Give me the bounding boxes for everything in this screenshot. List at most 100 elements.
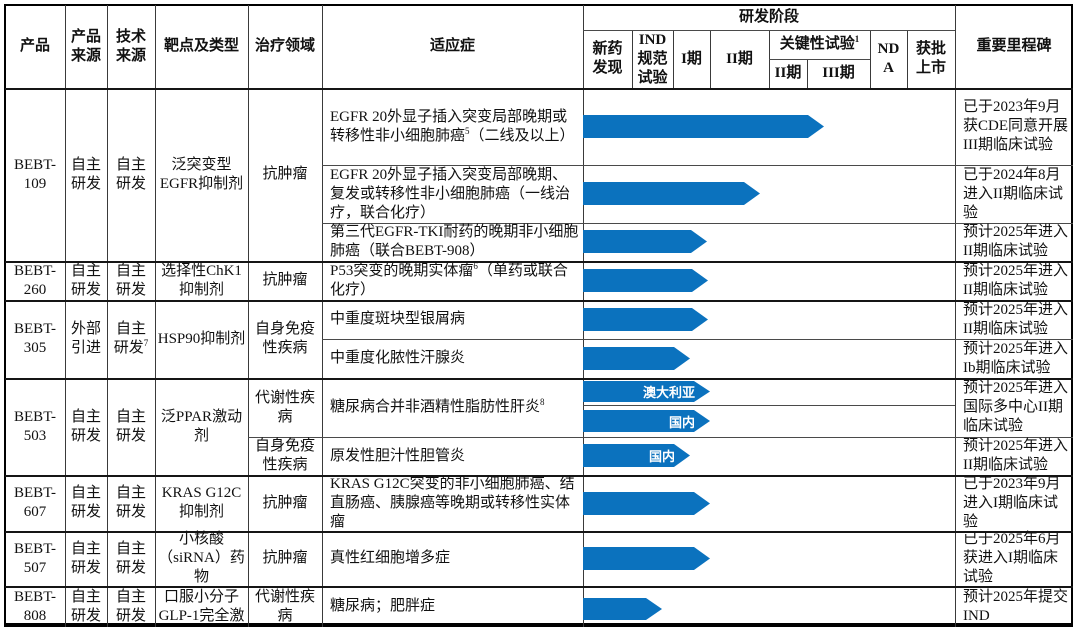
- stage-arrow: [583, 492, 710, 515]
- grid-vline: [322, 5, 323, 627]
- indication-cell: 第三代EGFR-TKI耐药的晚期非小细胞肺癌（联合BEBT-908）: [330, 224, 579, 259]
- therapy-area-cell: 抗肿瘤: [262, 272, 308, 288]
- product-name: BEBT-503: [14, 408, 56, 444]
- therapy-area-cell: 自身免疫性疾病: [254, 321, 315, 356]
- grid-vline-header: [870, 30, 871, 88]
- target-type-cell: HSP90抑制剂: [157, 330, 246, 347]
- product-name: BEBT-507: [14, 540, 56, 576]
- grid-hline-subrow: [322, 339, 1073, 340]
- footnote-sup: 8: [540, 397, 545, 407]
- grid-hline-header: [769, 59, 870, 60]
- product-source-cell: 自主研发: [70, 262, 101, 298]
- footnote-sup: 5: [465, 125, 470, 136]
- arrow-region-label: 国内: [668, 414, 695, 430]
- grid-vline: [248, 5, 249, 627]
- stage-arrow: 澳大利亚: [583, 381, 710, 402]
- tech-source-cell: 自主研发7: [113, 321, 149, 356]
- stage-header-pivotal-phase2: II期: [774, 65, 802, 81]
- col-header-product-source: 产品来源: [70, 28, 101, 64]
- product-source-cell: 自主研发: [70, 485, 101, 520]
- stage-header-phase1: I期: [681, 50, 702, 67]
- tech-source-cell: 自主研发: [115, 408, 146, 444]
- stage-header-phase2: II期: [726, 50, 753, 67]
- stage-arrow: [583, 547, 710, 570]
- therapy-area-cell: 自身免疫性疾病: [254, 438, 315, 473]
- footnote-sup: 1: [854, 34, 860, 44]
- stage-arrow: [583, 182, 760, 205]
- stage-header-ind-study: IND规范试验: [637, 31, 668, 86]
- milestone-cell: 已于2023年9月获CDE同意开展III期临床试验: [963, 99, 1069, 153]
- arrow-region-label: 澳大利亚: [642, 385, 695, 400]
- col-header-indication: 适应症: [429, 38, 475, 54]
- tech-source-cell: 自主研发: [115, 262, 146, 298]
- indication-cell: 中重度斑块型银屑病: [330, 311, 466, 327]
- grid-hline-group: [5, 531, 1073, 533]
- product-name: BEBT-305: [14, 321, 56, 356]
- therapy-area-cell: 代谢性疾病: [254, 588, 315, 624]
- stage-arrow: [583, 230, 707, 253]
- footnote-sup: 7: [143, 338, 149, 348]
- grid-hline-group: [5, 586, 1073, 588]
- product-source-cell: 自主研发: [70, 408, 101, 444]
- tech-source-cell: 自主研发: [115, 540, 146, 576]
- col-header-stage-group: 研发阶段: [738, 9, 799, 25]
- indication-cell: 真性红细胞增多症: [330, 550, 451, 566]
- indication-cell: P53突变的晚期实体瘤6（单药或联合化疗）: [330, 260, 568, 298]
- stage-arrow: 国内: [583, 444, 690, 467]
- indication-cell: EGFR 20外显子插入突变局部晚期或转移性非小细胞肺癌5（二线及以上）: [330, 108, 575, 144]
- grid-hline-group: [5, 88, 1073, 90]
- stage-header-nda: NDA: [877, 41, 900, 76]
- milestone-cell: 预计2025年进入国际多中心II期临床试验: [963, 380, 1069, 434]
- col-header-milestone: 重要里程碑: [976, 38, 1052, 54]
- grid-vline: [107, 5, 108, 627]
- target-type-cell: 小核酸（siRNA）药物: [158, 531, 245, 585]
- milestone-cell: 已于2023年9月进入I期临床试验: [963, 475, 1061, 530]
- grid-hline-group: [5, 475, 1073, 477]
- milestone-cell: 已于2025年6月获进入I期临床试验: [963, 531, 1061, 585]
- milestone-cell: 已于2024年8月进入II期临床试验: [963, 166, 1063, 221]
- col-header-product: 产品: [19, 38, 50, 54]
- col-header-therapy-area: 治疗领域: [254, 38, 315, 54]
- grid-vline-header: [907, 30, 908, 88]
- indication-cell: 糖尿病合并非酒精性脂肪性肝炎8: [330, 397, 545, 416]
- footnote-sup: 6: [473, 260, 478, 271]
- stage-header-approved: 获批上市: [915, 41, 946, 76]
- product-name: BEBT-607: [14, 485, 56, 520]
- product-source-cell: 外部引进: [70, 321, 101, 356]
- indication-cell: 中重度化脓性汗腺炎: [330, 350, 466, 366]
- col-header-tech-source: 技术来源: [115, 28, 146, 64]
- grid-hline-header: [583, 30, 955, 31]
- grid-hline-chart: [583, 405, 955, 406]
- milestone-cell: 预计2025年进入Ib期临床试验: [963, 340, 1069, 376]
- stage-header-discovery: 新药发现: [592, 41, 623, 76]
- grid-vline-header: [632, 30, 633, 88]
- grid-vline-header: [710, 30, 711, 88]
- milestone-cell: 预计2025年进入II期临床试验: [963, 438, 1069, 473]
- target-type-cell: 口服小分子GLP-1完全激: [158, 588, 245, 624]
- target-type-cell: 选择性ChK1抑制剂: [161, 262, 242, 298]
- target-type-cell: KRAS G12C抑制剂: [161, 485, 242, 520]
- milestone-cell: 预计2025年进入II期临床试验: [963, 262, 1069, 298]
- indication-cell: KRAS G12C突变的非小细胞肺癌、结直肠癌、胰腺癌等晚期或转移性实体瘤: [330, 475, 575, 530]
- col-header-target-type: 靶点及类型: [163, 38, 239, 54]
- tech-source-cell: 自主研发: [115, 156, 146, 192]
- stage-header-pivotal: 关键性试验1: [779, 34, 860, 53]
- tech-source-cell: 自主研发: [115, 588, 146, 624]
- product-source-cell: 自主研发: [70, 540, 101, 576]
- indication-cell: 原发性胆汁性胆管炎: [330, 447, 466, 464]
- stage-arrow: [583, 347, 690, 370]
- grid-hline-subrow: [322, 165, 1073, 166]
- product-source-cell: 自主研发: [70, 156, 101, 192]
- grid-vline: [955, 5, 956, 627]
- stage-arrow: [583, 115, 824, 138]
- grid-vline-header: [673, 30, 674, 88]
- target-type-cell: 泛突变型EGFR抑制剂: [159, 156, 244, 192]
- stage-header-pivotal-phase3: III期: [822, 65, 855, 81]
- stage-arrow: [583, 269, 708, 292]
- arrow-region-label: 国内: [648, 449, 675, 464]
- product-name: BEBT-808: [14, 588, 56, 624]
- therapy-area-cell: 代谢性疾病: [254, 389, 315, 425]
- indication-cell: 糖尿病；肥胖症: [330, 598, 436, 614]
- therapy-area-cell: 抗肿瘤: [262, 550, 308, 566]
- therapy-area-cell: 抗肿瘤: [262, 494, 308, 511]
